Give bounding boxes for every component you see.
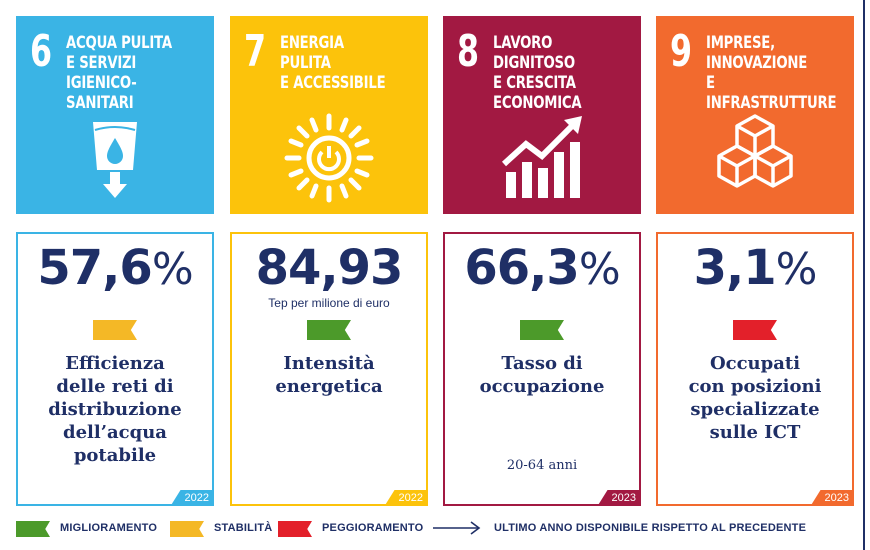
goal-number: 6 — [30, 26, 53, 77]
indicator-suffix: % — [775, 244, 818, 295]
indicator-value-line: 3,1% — [658, 240, 852, 298]
goal-number: 9 — [670, 26, 693, 77]
water-glass-icon — [93, 122, 137, 198]
year-badge: 2023 — [810, 490, 854, 506]
trend-flag-worsening — [733, 320, 777, 340]
growth-chart-icon — [501, 116, 582, 198]
legend-label-stable: STABILITÀ — [214, 522, 273, 534]
goal-title: LAVORO DIGNITOSO E CRESCITA ECONOMICA — [493, 33, 582, 113]
year-badge: 2023 — [597, 490, 641, 506]
sdg-tile-6: 6 ACQUA PULITA E SERVIZI IGIENICO-SANITA… — [16, 16, 214, 214]
goal-number: 7 — [244, 26, 267, 77]
indicator-suffix: % — [151, 244, 194, 295]
sdg-tile-8: 8 LAVORO DIGNITOSO E CRESCITA ECONOMICA — [443, 16, 641, 214]
indicator-label: Tasso di occupazione — [479, 353, 605, 397]
legend-flag-worsening — [278, 521, 312, 537]
indicator-label: Intensità energetica — [275, 353, 383, 397]
page-edge-line — [863, 0, 865, 550]
indicator-value: 84,93 — [255, 240, 404, 296]
goal-number: 8 — [457, 26, 480, 77]
indicator-suffix: % — [578, 244, 621, 295]
indicator-card-employment: 66,3% Tasso di occupazione 20-64 anni 20… — [443, 232, 641, 506]
goal-title: IMPRESE, INNOVAZIONE E INFRASTRUTTURE — [706, 33, 837, 113]
indicator-label: Occupati con posizioni specializzate sul… — [688, 353, 822, 443]
legend: MIGLIORAMENTO STABILITÀ PEGGIORAMENTO UL… — [16, 518, 856, 538]
indicator-value-line: 66,3% — [445, 240, 639, 298]
year-badge: 2022 — [384, 490, 428, 506]
indicator-value: 66,3 — [464, 240, 579, 296]
trend-flag-stable — [93, 320, 137, 340]
legend-arrow-text: ULTIMO ANNO DISPONIBILE RISPETTO AL PREC… — [494, 522, 807, 534]
sun-power-icon — [284, 113, 374, 203]
arrow-right-icon — [433, 521, 481, 535]
indicator-value: 57,6 — [37, 240, 152, 296]
indicator-card-water: 57,6% Efficienza delle reti di distribuz… — [16, 232, 214, 506]
goal-title: ACQUA PULITA E SERVIZI IGIENICO-SANITARI — [66, 33, 172, 113]
year-badge: 2022 — [170, 490, 214, 506]
cubes-icon — [717, 114, 793, 188]
trend-flag-improving — [520, 320, 564, 340]
legend-flag-stable — [170, 521, 204, 537]
indicator-value-line: 57,6% — [18, 240, 212, 298]
legend-label-worsening: PEGGIORAMENTO — [322, 522, 424, 534]
indicator-card-ict: 3,1% Occupati con posizioni specializzat… — [656, 232, 854, 506]
legend-label-improving: MIGLIORAMENTO — [60, 522, 158, 534]
indicator-card-energy: 84,93 Tep per milione di euro Intensità … — [230, 232, 428, 506]
legend-flag-improving — [16, 521, 50, 537]
goal-title: ENERGIA PULITA E ACCESSIBILE — [280, 33, 386, 93]
indicator-value-line: 84,93 — [232, 240, 426, 298]
indicator-label: Efficienza delle reti di distribuzione d… — [48, 353, 182, 466]
indicator-unit: Tep per milione di euro — [268, 296, 390, 310]
sdg-tile-9: 9 IMPRESE, INNOVAZIONE E INFRASTRUTTURE — [656, 16, 854, 214]
sdg-tile-7: 7 ENERGIA PULITA E ACCESSIBILE — [230, 16, 428, 214]
indicator-value: 3,1 — [693, 240, 777, 296]
indicator-note: 20-64 anni — [506, 458, 578, 473]
trend-flag-improving — [307, 320, 351, 340]
